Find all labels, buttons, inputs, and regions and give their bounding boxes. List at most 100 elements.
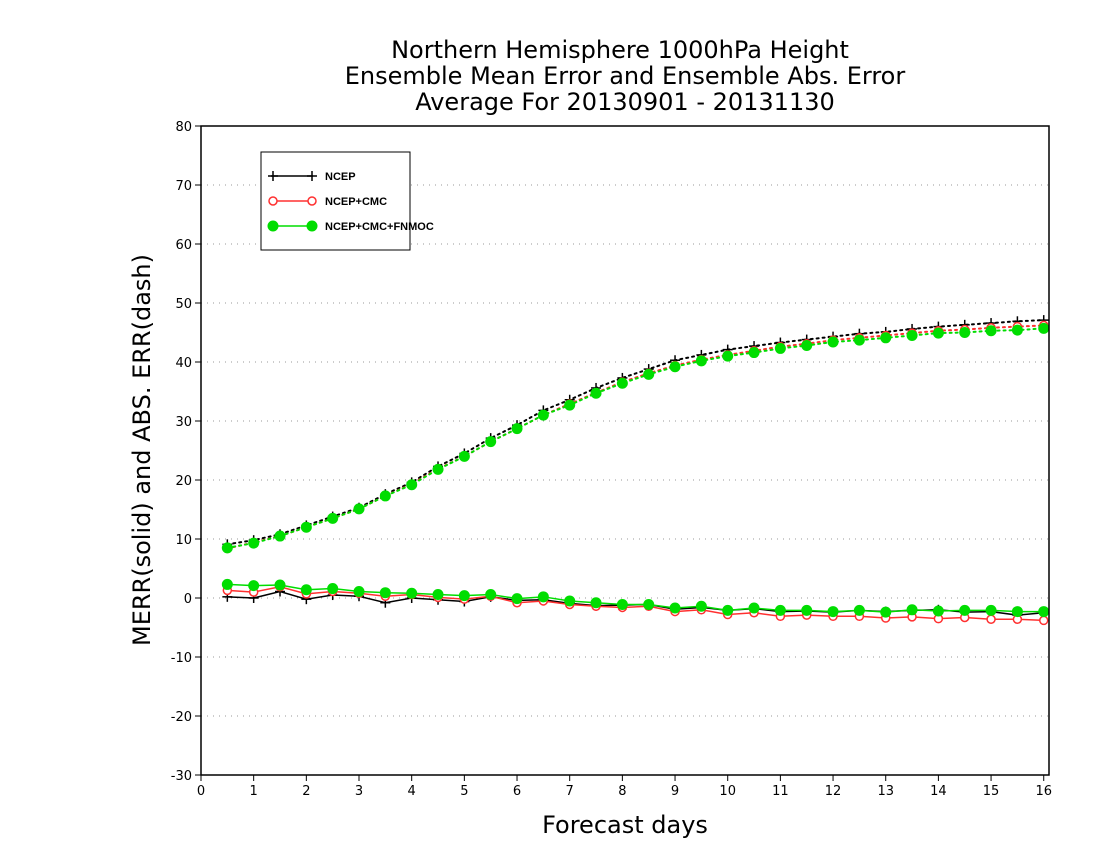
merr-point — [221, 578, 233, 590]
y-axis-label: MERR(solid) and ABS. ERR(dash) — [128, 254, 156, 646]
abs-err-point — [1011, 324, 1023, 336]
merr-point — [353, 586, 365, 598]
abs-err-point — [485, 436, 497, 448]
merr-point — [985, 604, 997, 616]
merr-point — [669, 602, 681, 614]
legend-item: NCEP+CMC+FNMOC — [267, 220, 434, 233]
abs-err-point — [748, 347, 760, 359]
abs-err-point — [669, 361, 681, 373]
x-tick-label: 4 — [408, 784, 416, 799]
merr-point — [406, 587, 418, 599]
abs-err-point — [379, 490, 391, 502]
legend-marker — [307, 196, 317, 206]
abs-err-point — [774, 342, 786, 354]
merr-point — [880, 606, 892, 618]
x-tick-label: 15 — [983, 784, 1000, 799]
abs-err-point — [511, 423, 523, 435]
y-tick-label: 30 — [175, 415, 192, 430]
x-tick-label: 14 — [930, 784, 947, 799]
abs-err-point — [248, 537, 260, 549]
merr-point — [906, 604, 918, 616]
merr-point — [827, 606, 839, 618]
y-tick-label: 40 — [175, 356, 192, 371]
x-axis-label: Forecast days — [542, 811, 708, 839]
merr-point — [590, 597, 602, 609]
merr-point — [986, 614, 996, 624]
merr-point — [274, 579, 286, 591]
x-tick-label: 12 — [825, 784, 842, 799]
merr-point — [1038, 606, 1050, 618]
merr-point — [537, 591, 549, 603]
abs-err-point — [906, 329, 918, 341]
abs-err-point — [695, 355, 707, 367]
y-tick-label: 50 — [175, 297, 192, 312]
abs-err-point — [432, 463, 444, 475]
legend-item: NCEP — [268, 171, 356, 183]
merr-point — [774, 604, 786, 616]
abs-err-point — [537, 409, 549, 421]
merr-point — [616, 598, 628, 610]
abs-err-point — [458, 450, 470, 462]
abs-err-point — [880, 332, 892, 344]
merr-point — [432, 588, 444, 600]
merr-point — [853, 604, 865, 616]
abs-err-point — [932, 327, 944, 339]
plot-frame — [200, 125, 1050, 776]
legend-marker — [268, 171, 278, 181]
x-tick-label: 6 — [513, 784, 521, 799]
abs-err-point — [1038, 322, 1050, 334]
x-tick-label: 10 — [719, 784, 736, 799]
merr-line — [227, 590, 1044, 616]
legend-items: NCEP NCEP+CMC NCEP+CMC+FNMOC — [267, 171, 434, 233]
x-tick-label: 5 — [460, 784, 468, 799]
abs-err-line — [226, 327, 1045, 549]
title-line-3: Average For 20130901 - 20131130 — [415, 88, 835, 116]
x-tick-label: 13 — [877, 784, 894, 799]
abs-err-point — [221, 542, 233, 554]
legend-marker — [307, 171, 317, 181]
legend-label: NCEP+CMC+FNMOC — [325, 221, 434, 233]
merr-point — [564, 595, 576, 607]
abs-err-point — [643, 368, 655, 380]
merr-point — [485, 588, 497, 600]
merr-point — [801, 604, 813, 616]
y-tick-label: 60 — [175, 238, 192, 253]
series-3 — [221, 322, 1050, 618]
y-tick-label: -20 — [171, 710, 192, 725]
y-tick-label: 80 — [175, 120, 192, 135]
y-tick-label: 70 — [175, 179, 192, 194]
merr-point — [458, 590, 470, 602]
abs-err-point — [985, 325, 997, 337]
y-tick-label: -10 — [171, 651, 192, 666]
abs-err-point — [300, 521, 312, 533]
title-line-2: Ensemble Mean Error and Ensemble Abs. Er… — [345, 62, 906, 90]
merr-point — [300, 584, 312, 596]
x-tick-label: 11 — [772, 784, 789, 799]
plot-series — [221, 315, 1050, 626]
merr-point — [511, 593, 523, 605]
y-tick-label: 20 — [175, 474, 192, 489]
merr-point — [959, 604, 971, 616]
abs-err-point — [353, 503, 365, 515]
merr-point — [932, 605, 944, 617]
x-tick-label: 7 — [566, 784, 574, 799]
x-tick-label: 2 — [302, 784, 310, 799]
abs-err-point — [327, 512, 339, 524]
merr-point — [643, 598, 655, 610]
merr-point — [722, 604, 734, 616]
abs-err-point — [722, 350, 734, 362]
abs-err-point — [274, 530, 286, 542]
x-axis: 0 1 2 3 4 5 6 7 8 9 10 11 12 13 14 15 16 — [197, 775, 1052, 799]
x-tick-label: 0 — [197, 784, 205, 799]
abs-err-line — [226, 324, 1045, 550]
y-tick-label: -30 — [171, 769, 192, 784]
merr-point — [248, 580, 260, 592]
abs-err-line — [226, 319, 1045, 546]
legend-marker — [267, 220, 279, 232]
merr-point — [327, 583, 339, 595]
legend-label: NCEP+CMC — [325, 196, 387, 208]
x-tick-label: 9 — [671, 784, 679, 799]
merr-line — [227, 586, 1044, 622]
x-tick-label: 16 — [1035, 784, 1052, 799]
